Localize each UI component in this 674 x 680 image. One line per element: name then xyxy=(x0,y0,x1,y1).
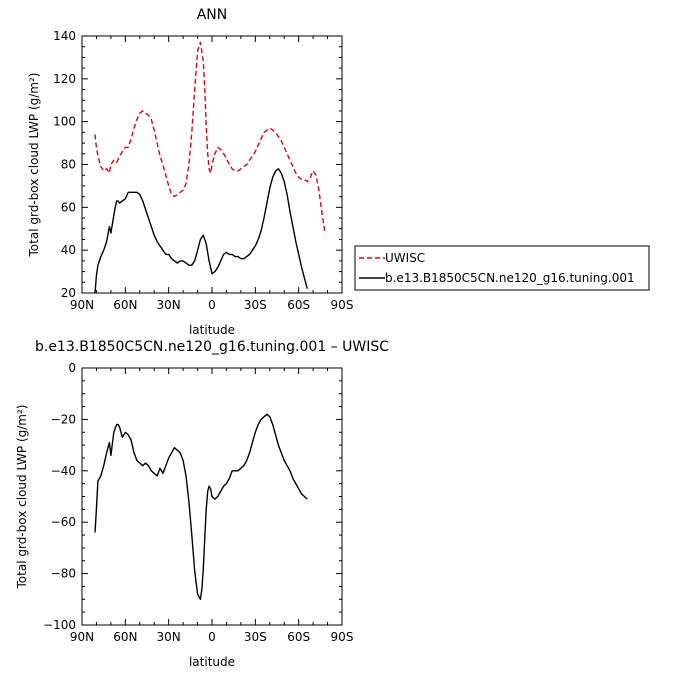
series-line-1-0 xyxy=(94,413,308,600)
legend-box xyxy=(354,245,650,291)
x-axis-label: latitude xyxy=(189,655,235,669)
chart-title-1: b.e13.B1850C5CN.ne120_g16.tuning.001 – U… xyxy=(35,339,389,355)
y-tick-label: 80 xyxy=(61,158,76,172)
x-tick-label: 90S xyxy=(331,298,354,312)
y-tick-label: −80 xyxy=(51,567,76,581)
x-tick-label: 30S xyxy=(244,298,267,312)
y-axis-label: Total grd-box cloud LWP (g/m²) xyxy=(27,73,41,258)
x-tick-label: 30N xyxy=(157,298,181,312)
y-tick-label: 140 xyxy=(53,29,76,43)
y-tick-label: 120 xyxy=(53,72,76,86)
x-axis-label: latitude xyxy=(189,323,235,337)
y-tick-label: −60 xyxy=(51,515,76,529)
series-line-0-1 xyxy=(94,168,308,294)
y-tick-label: −20 xyxy=(51,412,76,426)
y-tick-label: −100 xyxy=(43,618,76,632)
plot-frame xyxy=(81,35,343,294)
legend-label-1: b.e13.B1850C5CN.ne120_g16.tuning.001 xyxy=(385,271,635,285)
bottom-panel: b.e13.B1850C5CN.ne120_g16.tuning.001 – U… xyxy=(15,339,389,669)
y-tick-label: 60 xyxy=(61,200,76,214)
series-line-0-0 xyxy=(94,41,326,232)
y-tick-label: 40 xyxy=(61,243,76,257)
x-tick-label: 60N xyxy=(113,630,137,644)
chart-title-0: ANN xyxy=(197,7,228,23)
y-tick-label: 100 xyxy=(53,115,76,129)
legend: UWISC b.e13.B1850C5CN.ne120_g16.tuning.00… xyxy=(354,245,650,291)
x-tick-label: 60N xyxy=(113,298,137,312)
x-tick-label: 30N xyxy=(157,630,181,644)
x-tick-label: 30S xyxy=(244,630,267,644)
x-tick-label: 90N xyxy=(70,298,94,312)
x-tick-label: 90S xyxy=(331,630,354,644)
y-tick-label: 0 xyxy=(68,361,76,375)
x-tick-label: 0 xyxy=(208,630,216,644)
y-axis-label: Total grd-box cloud LWP (g/m²) xyxy=(15,405,29,590)
x-tick-label: 60S xyxy=(287,630,310,644)
top-panel: ANN 90N 60N 30N 0 30S 60S 90S 20 40 60 80 100 120 140 l… xyxy=(27,7,353,337)
x-tick-label: 0 xyxy=(208,298,216,312)
y-tick-label: −40 xyxy=(51,464,76,478)
legend-label-0: UWISC xyxy=(385,251,425,265)
x-tick-label: 90N xyxy=(70,630,94,644)
x-tick-label: 60S xyxy=(287,298,310,312)
y-tick-label: 20 xyxy=(61,286,76,300)
